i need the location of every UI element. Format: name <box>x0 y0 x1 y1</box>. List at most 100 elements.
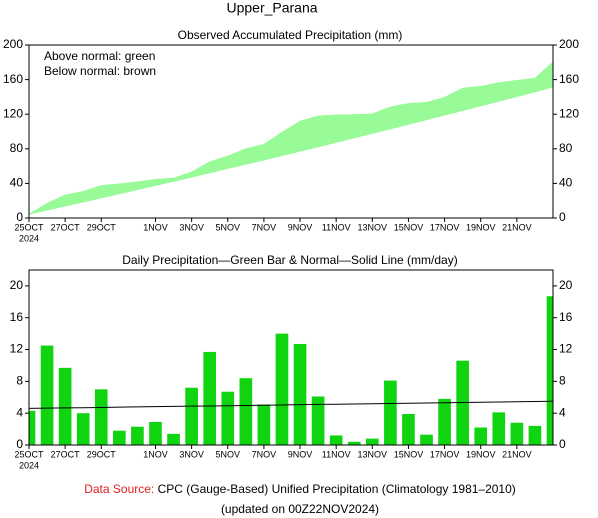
bar <box>510 422 524 445</box>
bar <box>420 434 433 445</box>
bar <box>94 389 108 445</box>
anomaly-band <box>426 97 445 120</box>
x-tick-label: 7NOV <box>252 222 277 232</box>
anomaly-band <box>408 102 427 125</box>
bar <box>546 296 553 445</box>
bar <box>365 438 379 445</box>
anomaly-band <box>317 114 337 148</box>
x-tick-label: 27OCT <box>51 222 81 232</box>
x-tick-label: 11NOV <box>322 222 351 232</box>
footer-updated: (updated on 00Z22NOV2024) <box>221 502 379 516</box>
bar <box>347 441 361 445</box>
x-tick-label: 19NOV <box>466 449 496 459</box>
y2-tick-label: 20 <box>559 278 573 292</box>
y2-tick-label: 120 <box>559 106 579 120</box>
y-tick-label: 4 <box>16 405 23 419</box>
y2-tick-label: 4 <box>559 405 566 419</box>
bar <box>58 367 72 445</box>
y2-tick-label: 8 <box>559 374 566 388</box>
bar <box>185 387 198 445</box>
x-tick-label: 11NOV <box>322 449 351 459</box>
y2-tick-label: 80 <box>559 141 573 155</box>
x-tick-label: 13NOV <box>358 222 388 232</box>
bar <box>167 433 180 445</box>
x-tick-label: 1NOV <box>143 222 168 232</box>
x-tick-label: 21NOV <box>502 449 532 459</box>
x-tick-label: 15NOV <box>394 449 424 459</box>
y-tick-label: 16 <box>10 310 24 324</box>
bar <box>528 425 542 445</box>
x-tick-label: 13NOV <box>358 449 388 459</box>
y-tick-label: 12 <box>10 342 24 356</box>
normal-line <box>29 400 553 409</box>
x-tick-label: 1NOV <box>143 449 168 459</box>
y-tick-label: 8 <box>16 374 23 388</box>
bar <box>203 351 217 445</box>
y-tick-label: 0 <box>16 210 23 224</box>
y-tick-label: 200 <box>3 37 23 51</box>
anomaly-band <box>498 80 518 102</box>
legend-note: Below normal: brown <box>44 64 156 78</box>
accumulated-line <box>29 61 553 215</box>
plot-area <box>29 61 553 215</box>
source-text: CPC (Gauge-Based) Unified Precipitation … <box>158 482 516 496</box>
plot-area <box>29 296 553 445</box>
bar <box>311 396 325 445</box>
x-tick-label: 5NOV <box>216 449 241 459</box>
anomaly-band <box>245 144 265 165</box>
bar <box>293 343 307 445</box>
legend-note: Above normal: green <box>44 49 155 63</box>
accumulated-line <box>29 86 553 215</box>
y2-tick-label: 16 <box>559 310 573 324</box>
bar <box>113 430 126 445</box>
bar <box>29 410 36 445</box>
x-year-label: 2024 <box>19 460 39 470</box>
x-tick-label: 29OCT <box>87 222 117 232</box>
x-tick-label: 9NOV <box>288 222 313 232</box>
y2-tick-label: 0 <box>559 210 566 224</box>
x-tick-label: 25OCT <box>14 222 44 232</box>
x-tick-label: 15NOV <box>394 222 424 232</box>
x-tick-label: 5NOV <box>216 222 241 232</box>
bar <box>76 413 90 445</box>
y-tick-label: 160 <box>3 72 23 86</box>
bar <box>257 404 271 445</box>
x-tick-label: 19NOV <box>466 222 496 232</box>
page-title: Upper_Parana <box>226 0 317 16</box>
panel-title: Observed Accumulated Precipitation (mm) <box>178 28 403 42</box>
x-tick-label: 9NOV <box>288 449 313 459</box>
bar <box>402 413 415 445</box>
y-tick-label: 80 <box>10 141 24 155</box>
x-tick-label: 25OCT <box>14 449 44 459</box>
footer-source: Data Source: CPC (Gauge-Based) Unified P… <box>84 482 516 496</box>
x-tick-label: 7NOV <box>252 449 277 459</box>
plot-frame <box>28 269 554 446</box>
x-tick-label: 27OCT <box>51 449 81 459</box>
bar <box>492 412 506 445</box>
x-tick-label: 29OCT <box>87 449 117 459</box>
y-tick-label: 120 <box>3 106 23 120</box>
bar <box>474 427 488 445</box>
y2-tick-label: 40 <box>559 176 573 190</box>
bar <box>40 345 54 445</box>
bar <box>275 333 289 445</box>
y-tick-label: 20 <box>10 278 24 292</box>
y2-tick-label: 200 <box>559 37 579 51</box>
y2-tick-label: 0 <box>559 437 566 451</box>
plot-frame <box>28 44 554 219</box>
x-tick-label: 3NOV <box>179 222 204 232</box>
y2-tick-label: 12 <box>559 342 573 356</box>
x-tick-label: 3NOV <box>179 449 204 459</box>
bar <box>239 378 253 445</box>
bar <box>221 391 235 445</box>
bar <box>149 421 162 445</box>
y-tick-label: 0 <box>16 437 23 451</box>
y-tick-label: 40 <box>10 176 24 190</box>
bar <box>329 435 343 445</box>
x-tick-label: 17NOV <box>430 222 460 232</box>
x-tick-label: 17NOV <box>430 449 460 459</box>
y2-tick-label: 160 <box>559 72 579 86</box>
x-tick-label: 21NOV <box>502 222 532 232</box>
anomaly-band <box>227 148 247 169</box>
